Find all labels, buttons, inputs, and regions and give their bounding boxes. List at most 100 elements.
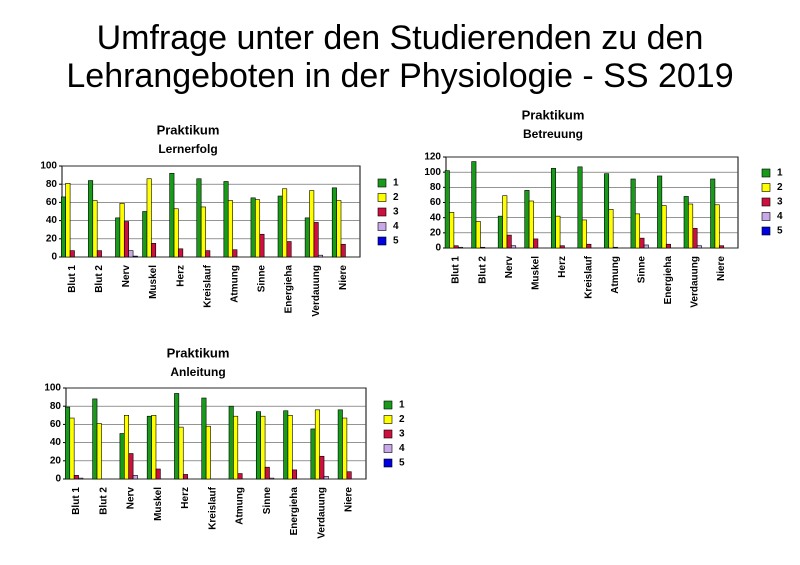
bar xyxy=(612,246,618,249)
page-title: Lehrangeboten in der Physiologie - SS 20… xyxy=(66,57,733,95)
bar xyxy=(318,254,324,258)
bar xyxy=(604,173,610,249)
x-tick-label: Muskel xyxy=(530,256,541,290)
legend-label: 3 xyxy=(399,429,405,440)
x-tick-label: Muskel xyxy=(153,487,164,521)
y-tick-label: 20 xyxy=(46,233,58,244)
bar xyxy=(643,244,649,249)
x-tick-label: Verdauung xyxy=(311,265,322,317)
bar xyxy=(714,204,720,249)
bar xyxy=(449,212,455,249)
bar xyxy=(524,190,530,249)
y-tick-label: 60 xyxy=(46,197,58,208)
bar xyxy=(309,190,315,258)
x-tick-label: Niere xyxy=(344,487,355,512)
y-tick-label: 60 xyxy=(50,419,62,430)
bar xyxy=(73,475,79,480)
bar xyxy=(475,221,481,249)
bar xyxy=(313,222,319,258)
bar xyxy=(314,409,320,480)
bar xyxy=(223,181,229,258)
bar xyxy=(630,178,636,249)
legend-swatch xyxy=(761,183,771,192)
y-tick-label: 60 xyxy=(430,197,442,208)
bar xyxy=(173,208,179,258)
x-tick-label: Nerv xyxy=(121,265,132,288)
bar xyxy=(480,246,486,249)
bar xyxy=(259,233,265,258)
x-tick-label: Atmung xyxy=(610,256,621,294)
x-tick-label: Sinne xyxy=(637,256,648,284)
bar xyxy=(196,178,202,258)
bar xyxy=(205,425,211,480)
bar xyxy=(233,415,239,480)
legend-label: 3 xyxy=(393,207,399,218)
bar xyxy=(269,477,275,480)
legend-label: 5 xyxy=(777,226,783,237)
x-tick-label: Blut 1 xyxy=(451,256,462,284)
bar xyxy=(228,405,234,480)
bar xyxy=(457,246,463,249)
bar xyxy=(292,469,298,480)
y-tick-label: 40 xyxy=(50,437,62,448)
x-tick-label: Energieha xyxy=(284,265,295,314)
bar xyxy=(287,414,293,480)
bar xyxy=(151,243,157,258)
bar xyxy=(250,197,256,258)
legend-swatch xyxy=(383,429,393,439)
bar xyxy=(255,199,261,258)
bar xyxy=(444,170,450,249)
legend-label: 4 xyxy=(399,443,405,454)
bar xyxy=(635,213,641,249)
x-tick-label: Muskel xyxy=(148,265,159,299)
bar xyxy=(688,203,694,249)
bar xyxy=(182,474,188,480)
bar xyxy=(178,426,184,480)
x-tick-label: Niere xyxy=(716,256,727,281)
legend-label: 1 xyxy=(777,168,783,179)
legend-swatch xyxy=(377,222,387,231)
bar xyxy=(331,187,337,258)
legend-swatch xyxy=(383,444,393,453)
bar xyxy=(146,178,152,258)
x-tick-label: Blut 1 xyxy=(71,487,82,515)
bar xyxy=(696,245,702,249)
bar xyxy=(304,217,310,258)
bar xyxy=(65,182,71,258)
legend-label: 2 xyxy=(777,182,783,193)
bar xyxy=(264,466,270,480)
bar xyxy=(227,200,233,258)
bar xyxy=(665,243,671,249)
legend-swatch xyxy=(761,212,771,221)
bar xyxy=(336,200,342,258)
bar xyxy=(260,415,266,480)
bar xyxy=(119,203,125,258)
y-tick-label: 120 xyxy=(424,152,441,163)
bar xyxy=(115,217,121,258)
x-tick-label: Nerv xyxy=(126,487,137,510)
bar xyxy=(511,245,517,249)
legend-label: 4 xyxy=(393,221,399,232)
y-tick-label: 80 xyxy=(50,401,62,412)
legend-label: 1 xyxy=(393,178,399,189)
y-tick-label: 0 xyxy=(435,243,441,254)
bar xyxy=(132,255,138,258)
bar xyxy=(453,245,459,249)
bar xyxy=(119,433,125,480)
y-tick-label: 0 xyxy=(55,474,61,485)
legend-swatch xyxy=(761,226,771,236)
bar xyxy=(719,245,725,249)
page-title: Umfrage unter den Studierenden zu den xyxy=(97,19,704,57)
bar xyxy=(69,250,75,258)
bar xyxy=(155,468,161,480)
x-tick-label: Niere xyxy=(338,265,349,290)
x-tick-label: Blut 2 xyxy=(94,265,105,293)
x-tick-label: Nerv xyxy=(504,256,515,279)
bar xyxy=(151,414,157,480)
bar xyxy=(471,161,477,249)
bar xyxy=(201,397,207,480)
x-tick-label: Herz xyxy=(175,265,186,287)
chart-subtitle: Lernerfolg xyxy=(158,142,217,156)
bar xyxy=(283,410,289,480)
bar xyxy=(323,475,329,480)
